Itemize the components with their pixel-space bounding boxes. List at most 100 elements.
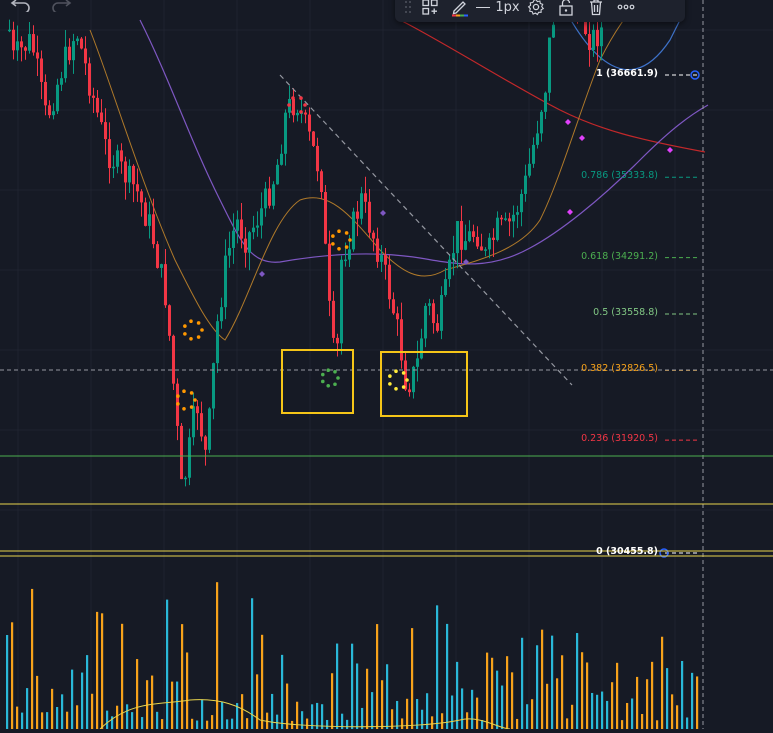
ma-cross-marker [567,209,573,215]
volume-bar [286,683,289,729]
volume-bar [566,718,569,729]
marker-dot [326,383,331,388]
candle-body [472,231,475,237]
candle-body [416,358,419,367]
candle-body [204,436,207,450]
marker-dot [182,389,186,394]
candle-body [120,150,123,162]
marker-dot [337,229,341,234]
volume-bar [691,672,694,729]
volume-bar [396,700,399,729]
marker-dot [193,398,197,402]
marker-dot [337,246,341,251]
pencil-color-icon[interactable] [445,0,475,20]
candle-body [192,406,195,438]
candle-body [200,413,203,437]
candle-body [80,38,83,49]
candle-body [332,300,335,338]
volume-bar [586,662,589,729]
highlight-box-left [281,349,354,414]
candle-body [520,193,523,213]
lock-icon[interactable] [551,0,581,20]
volume-bars [6,582,699,730]
candle-body [220,307,223,322]
redo-icon[interactable] [50,0,72,14]
moving-averages [89,0,709,341]
volume-bar [646,679,649,729]
volume-bar [536,645,539,729]
marker-dot [388,374,392,378]
volume-bar [376,624,379,729]
candle-body [436,323,439,331]
volume-bar [211,715,214,729]
ma-slow-line [399,19,706,153]
candle-body [404,360,407,390]
grip-icon[interactable] [401,0,415,20]
volume-bar [651,661,654,729]
volume-bar [131,712,134,729]
candle-body [484,249,487,251]
candle-body [480,246,483,251]
candle-body [28,34,31,51]
marker-dot [348,238,352,242]
marker-dot [189,405,194,409]
volume-bar [351,643,354,729]
volume-bar [216,582,219,729]
volume-bar [541,629,544,729]
candle-body [492,237,495,240]
templates-icon[interactable] [415,0,445,20]
volume-bar [201,699,204,729]
candle-body [392,299,395,314]
volume-bar [71,669,74,729]
volume-bar [451,695,454,729]
volume-bar [6,635,9,729]
candle-body [552,24,555,38]
candle-body [32,34,35,53]
settings-gear-icon[interactable] [521,0,551,20]
candle-body [348,249,351,260]
candle-body [124,161,127,183]
volume-bar [16,706,19,729]
marker-dot [331,242,335,246]
volume-bar [581,652,584,729]
marker-dot [401,385,406,389]
candle-body [420,338,423,359]
volume-bar [481,719,484,729]
candle-body [488,237,491,250]
candle-body [364,193,367,202]
volume-bar [41,712,44,729]
marker-dot [394,386,398,391]
history-controls [10,0,72,14]
candle-body [236,219,239,231]
candle-body [224,255,227,308]
candle-body [600,27,603,47]
volume-bar [491,657,494,729]
candle-body [412,366,415,393]
volume-bar [51,688,54,729]
volume-bar [336,643,339,729]
volume-bar [361,707,364,729]
candle-body [524,175,527,194]
more-icon[interactable] [611,0,641,20]
volume-bar [636,676,639,729]
candle-body [336,337,339,344]
volume-bar [681,660,684,729]
fib-level-label: 0 (30455.8) [596,546,658,557]
candle-body [464,241,467,250]
candle-body [368,201,371,233]
trash-icon[interactable] [581,0,611,20]
volume-bar [446,623,449,729]
undo-icon[interactable] [10,0,32,14]
fib-level-label: 0.236 (31920.5) [581,433,658,445]
candle-body [72,41,75,61]
line-width-button[interactable]: 1px [475,0,521,20]
volume-bar [116,705,119,729]
candle-body [140,191,143,203]
marker-dot [303,103,307,107]
candle-body [508,218,511,222]
candle-body [240,219,243,239]
candle-body [312,131,315,146]
